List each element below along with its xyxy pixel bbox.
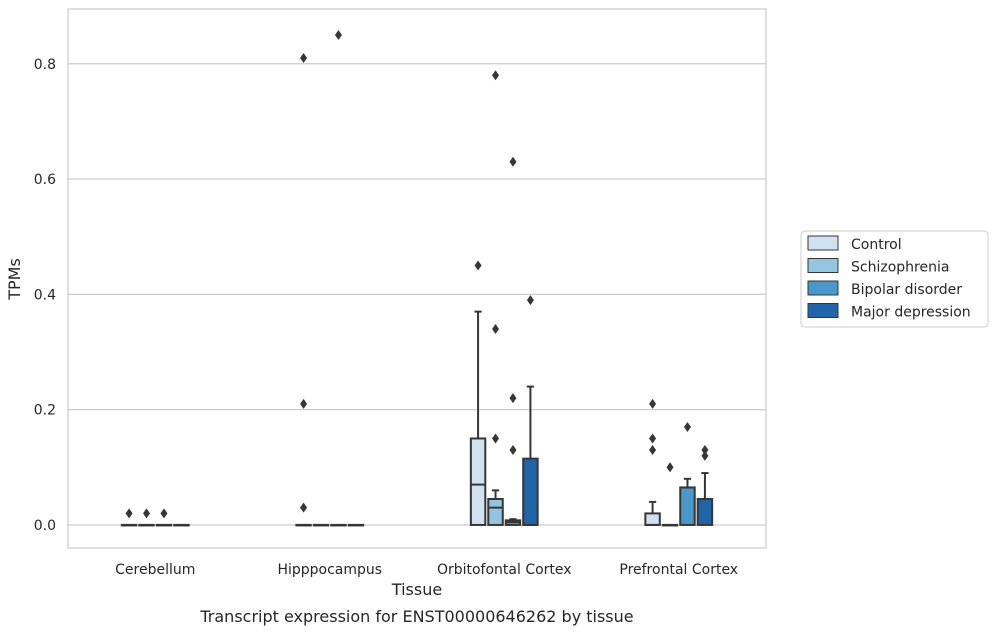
- outlier-point: [300, 53, 308, 63]
- box-2-3: [522, 295, 539, 526]
- legend: Control Schizophrenia Bipolar disorder Majo…: [800, 230, 989, 328]
- outlier-point: [125, 508, 133, 519]
- box-1-1: [312, 523, 330, 527]
- x-tick-labels: Cerebellum Hipppocampus Orbitofontal Corte…: [115, 562, 738, 578]
- y-tick-labels: 0.0 0.2 0.4 0.6 0.8: [34, 57, 56, 534]
- legend-swatch: [807, 258, 839, 273]
- box-3-2: [679, 421, 696, 526]
- legend-frame: [800, 230, 989, 328]
- box-series: [120, 29, 714, 527]
- legend-label: Schizophrenia: [851, 260, 949, 276]
- outlier-point: [649, 445, 657, 455]
- x-tick-label: Hipppocampus: [277, 562, 382, 578]
- x-axis-label: Tissue: [391, 580, 442, 599]
- box-body: [679, 486, 696, 526]
- box-body: [469, 437, 487, 526]
- outlier-point: [666, 462, 674, 473]
- legend-items: Control Schizophrenia Bipolar disorder Majo…: [807, 235, 971, 321]
- box-0-3: [173, 523, 190, 527]
- box-1-0: [295, 53, 312, 527]
- outlier-point: [334, 29, 342, 40]
- y-tick-label: 0.4: [34, 287, 56, 303]
- outlier-point: [143, 508, 151, 519]
- y-tick-label: 0.8: [34, 57, 56, 73]
- y-tick-label: 0.0: [34, 518, 56, 534]
- box-1-3: [347, 523, 365, 527]
- outlier-point: [683, 421, 691, 432]
- legend-label: Control: [851, 237, 902, 253]
- x-tick-label: Orbitofontal Cortex: [437, 562, 572, 578]
- y-tick-label: 0.2: [34, 403, 56, 419]
- legend-label: Bipolar disorder: [851, 282, 962, 298]
- legend-swatch: [807, 280, 839, 296]
- box-2-0: [469, 260, 487, 526]
- outlier-point: [492, 323, 500, 334]
- outlier-point: [701, 450, 709, 461]
- box-body: [696, 498, 714, 526]
- outlier-point: [509, 393, 517, 404]
- outlier-point: [474, 260, 482, 271]
- outlier-point: [160, 508, 168, 519]
- outlier-point: [509, 156, 517, 167]
- box-2-2: [504, 156, 522, 526]
- box-body: [644, 512, 661, 526]
- outlier-point: [649, 433, 657, 444]
- box-body: [487, 498, 504, 526]
- y-axis-label: TPMs: [5, 258, 24, 301]
- box-2-1: [487, 70, 504, 526]
- y-tick-label: 0.6: [34, 172, 56, 188]
- outlier-point: [649, 398, 657, 409]
- outlier-point: [701, 445, 709, 455]
- box-0-1: [138, 508, 155, 527]
- outlier-point: [526, 295, 534, 306]
- outlier-point: [492, 433, 500, 444]
- x-tick-label: Prefrontal Cortex: [619, 562, 738, 578]
- outlier-point: [509, 445, 517, 455]
- outlier-point: [300, 398, 308, 409]
- box-3-0: [644, 398, 661, 526]
- legend-swatch: [807, 303, 839, 318]
- legend-swatch: [807, 235, 839, 251]
- box-0-2: [155, 508, 173, 527]
- box-body: [522, 457, 539, 526]
- box-3-3: [696, 445, 714, 526]
- x-tick-label: Cerebellum: [115, 562, 195, 578]
- box-0-0: [120, 508, 138, 527]
- legend-label: Major depression: [851, 305, 971, 321]
- outlier-point: [492, 70, 500, 81]
- outlier-point: [300, 502, 308, 513]
- plot-frame: [67, 8, 767, 549]
- box-3-1: [661, 462, 679, 527]
- chart-caption: Transcript expression for ENST0000064626…: [199, 607, 633, 626]
- box-1-2: [330, 29, 347, 527]
